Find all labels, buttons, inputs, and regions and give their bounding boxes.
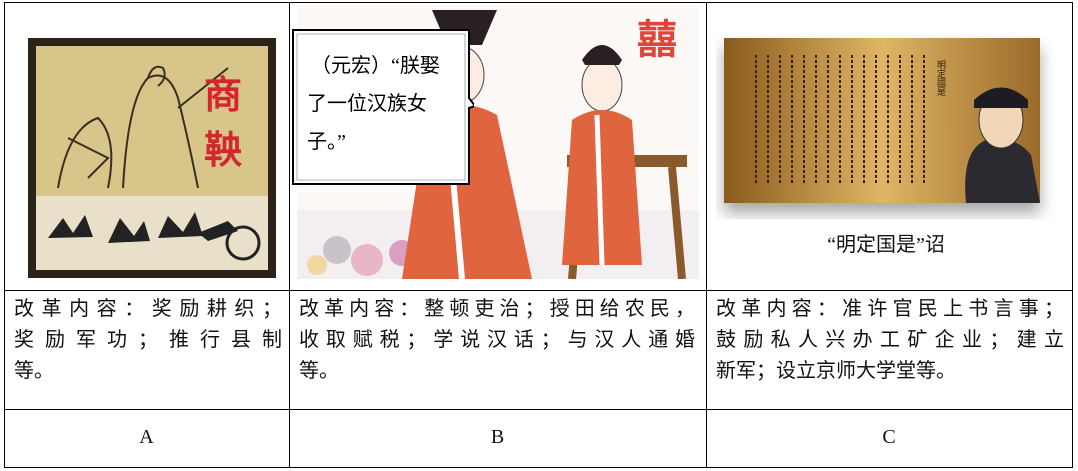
border xyxy=(289,2,290,468)
content-line: 新军；设立京师大学堂等。 xyxy=(716,360,956,382)
border xyxy=(706,2,707,468)
border xyxy=(4,409,1073,410)
option-label: A xyxy=(139,426,154,448)
bubble-text: （元宏）“朕娶 xyxy=(311,54,440,77)
content-line: 改革内容：奖励耕织； xyxy=(14,298,282,320)
border xyxy=(4,467,1073,468)
bubble-text: 了一位汉族女 xyxy=(307,92,427,115)
content-line: 收取赋税；学说汉话；与汉人通婚 xyxy=(299,329,695,351)
content-line: 等。 xyxy=(299,360,339,382)
content-line: 等。 xyxy=(14,360,54,382)
content-line: 改革内容：准许官民上书言事； xyxy=(716,298,1064,320)
image-title: 鞅 xyxy=(204,130,243,172)
option-label: B xyxy=(490,426,505,448)
image-a: 商 鞅 xyxy=(28,38,276,278)
content-cell: 改革内容：奖励耕织； 奖励军功；推行县制 等。 xyxy=(14,294,282,387)
option-label: C xyxy=(882,426,896,448)
image-caption: “明定国是”诏 xyxy=(827,234,945,256)
speech-bubble: （元宏）“朕娶 了一位汉族女 子。” xyxy=(292,29,474,185)
content-line: 改革内容：整顿吏治；授田给农民， xyxy=(299,298,695,320)
border xyxy=(4,2,1073,3)
content-line: 奖励军功；推行县制 xyxy=(14,329,282,351)
border xyxy=(1072,2,1073,468)
content-cell: 改革内容：整顿吏治；授田给农民， 收取赋税；学说汉话；与汉人通婚 等。 xyxy=(299,294,695,387)
image-symbol: 囍 xyxy=(637,17,677,62)
content-cell: 改革内容：准许官民上书言事； 鼓励私人兴办工矿企业；建立 新军；设立京师大学堂等… xyxy=(716,294,1064,387)
border xyxy=(4,290,1073,291)
bubble-text: 子。” xyxy=(307,131,346,153)
image-title: 商 xyxy=(204,75,242,117)
content-line: 鼓励私人兴办工矿企业；建立 xyxy=(716,329,1064,351)
border xyxy=(4,2,5,468)
seal-text: 明定國是 xyxy=(936,60,946,97)
image-c: 明定國是 xyxy=(724,38,1040,203)
